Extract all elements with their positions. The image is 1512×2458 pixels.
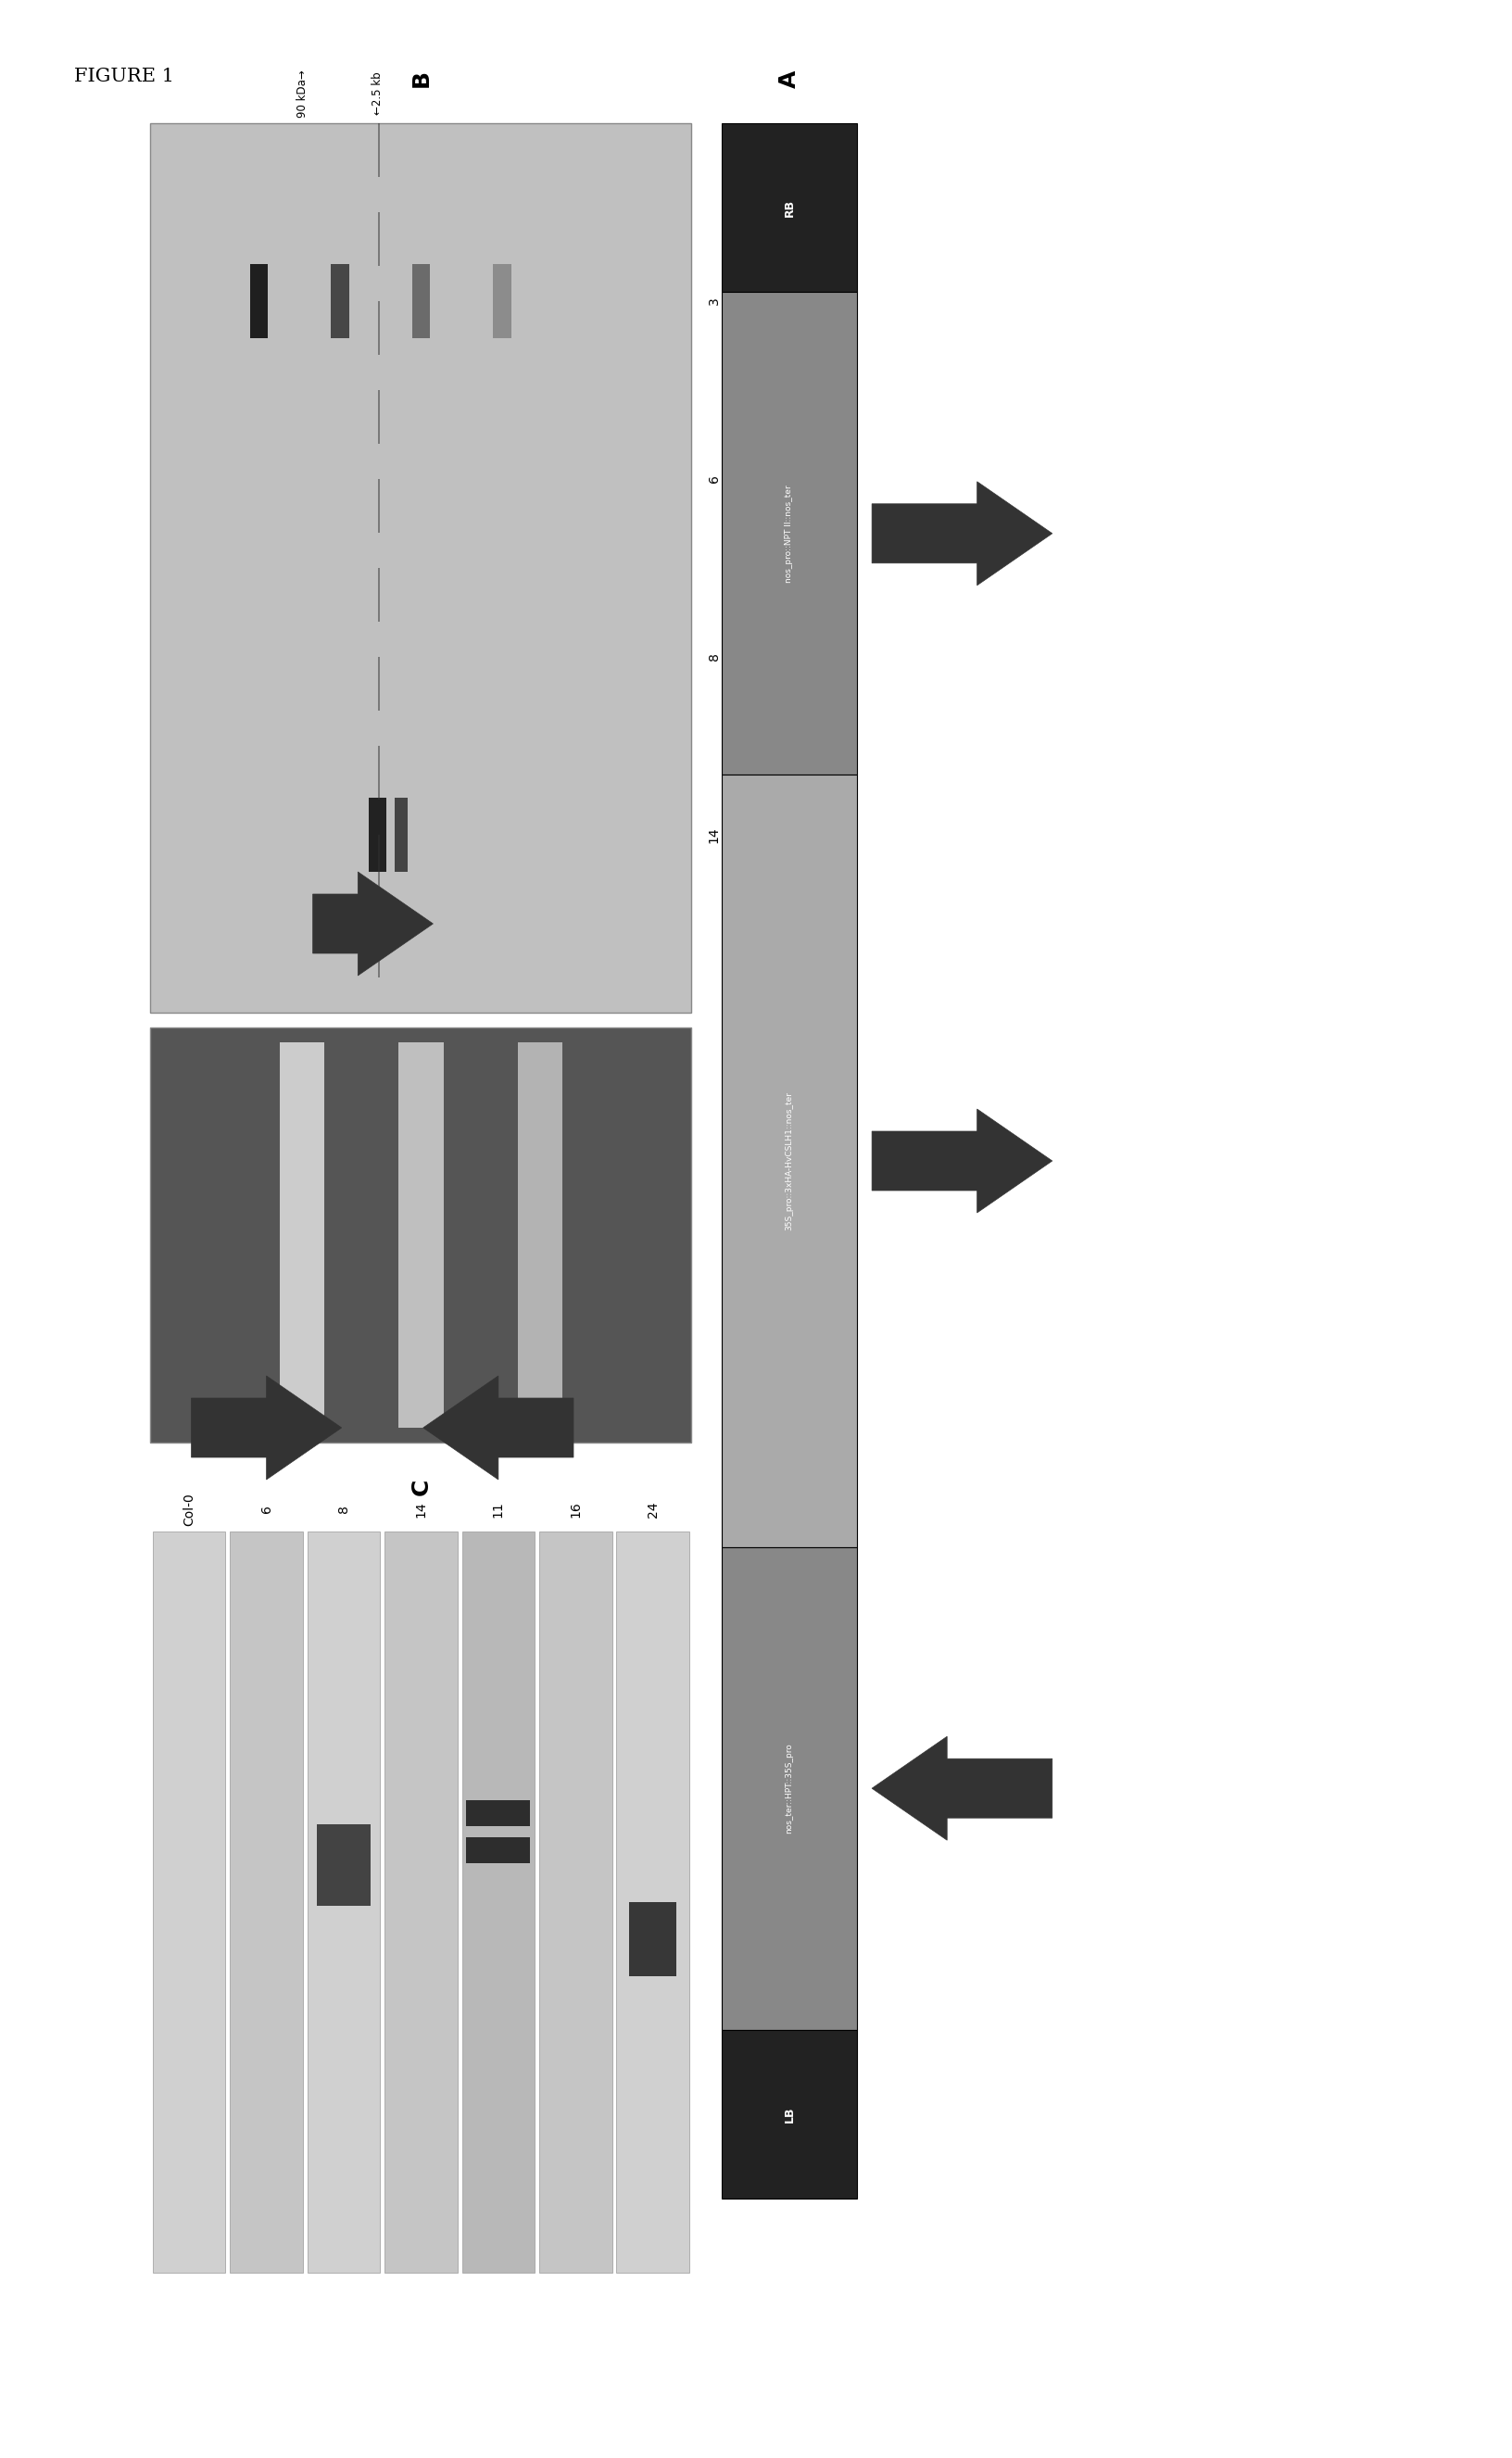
- Polygon shape: [461, 1531, 534, 2274]
- Text: 8: 8: [708, 654, 720, 661]
- Polygon shape: [517, 1042, 562, 1428]
- Text: C: C: [410, 1480, 432, 1494]
- Text: ←2.5 kb: ←2.5 kb: [372, 71, 384, 116]
- Polygon shape: [395, 799, 408, 873]
- Polygon shape: [378, 479, 380, 533]
- Text: 24: 24: [646, 1502, 659, 1517]
- Text: 6: 6: [260, 1504, 272, 1514]
- Text: 35S_pro::3xHA-HvCSLH1::nos_ter: 35S_pro::3xHA-HvCSLH1::nos_ter: [785, 1091, 792, 1231]
- Polygon shape: [378, 391, 380, 442]
- Polygon shape: [378, 745, 380, 799]
- Text: B: B: [410, 69, 432, 88]
- Polygon shape: [617, 1531, 689, 2274]
- Polygon shape: [150, 1027, 691, 1443]
- Text: 11: 11: [491, 1502, 505, 1517]
- Text: Col-0: Col-0: [183, 1492, 195, 1526]
- Polygon shape: [378, 656, 380, 710]
- Polygon shape: [466, 1836, 531, 1863]
- Polygon shape: [721, 1546, 856, 2030]
- Polygon shape: [493, 263, 511, 339]
- Polygon shape: [150, 123, 691, 1013]
- Polygon shape: [230, 1531, 302, 2274]
- Polygon shape: [466, 1799, 531, 1826]
- Polygon shape: [629, 1902, 676, 1976]
- Polygon shape: [538, 1531, 612, 2274]
- Text: 14: 14: [414, 1502, 428, 1517]
- Polygon shape: [721, 774, 856, 1546]
- Polygon shape: [369, 799, 387, 873]
- Text: 14: 14: [708, 826, 720, 843]
- Polygon shape: [721, 123, 856, 293]
- Polygon shape: [378, 302, 380, 354]
- Polygon shape: [384, 1531, 457, 2274]
- Polygon shape: [721, 2030, 856, 2197]
- Text: 8: 8: [337, 1504, 349, 1514]
- Polygon shape: [398, 1042, 443, 1428]
- Polygon shape: [153, 1531, 225, 2274]
- Polygon shape: [871, 1735, 1052, 1841]
- Text: 16: 16: [569, 1502, 582, 1517]
- Text: 6: 6: [708, 474, 720, 484]
- Polygon shape: [191, 1376, 342, 1480]
- Text: nos_ter::HPT::35S_pro: nos_ter::HPT::35S_pro: [785, 1743, 792, 1834]
- Text: RB: RB: [783, 199, 795, 216]
- Polygon shape: [378, 924, 380, 978]
- Text: LB: LB: [783, 2107, 795, 2121]
- Text: FIGURE 1: FIGURE 1: [74, 69, 174, 86]
- Polygon shape: [411, 263, 429, 339]
- Polygon shape: [249, 263, 268, 339]
- Polygon shape: [423, 1376, 573, 1480]
- Polygon shape: [871, 1109, 1052, 1212]
- Polygon shape: [331, 263, 349, 339]
- Polygon shape: [307, 1531, 380, 2274]
- Text: 90 kDa→: 90 kDa→: [296, 69, 308, 118]
- Polygon shape: [721, 293, 856, 774]
- Polygon shape: [316, 1824, 370, 1905]
- Text: 3: 3: [708, 297, 720, 305]
- Polygon shape: [378, 123, 380, 177]
- Polygon shape: [378, 211, 380, 265]
- Polygon shape: [313, 873, 432, 976]
- Text: A: A: [777, 69, 800, 88]
- Polygon shape: [378, 568, 380, 622]
- Text: nos_pro::NPT II::nos_ter: nos_pro::NPT II::nos_ter: [785, 484, 792, 583]
- Polygon shape: [280, 1042, 325, 1428]
- Polygon shape: [871, 482, 1052, 585]
- Polygon shape: [378, 836, 380, 887]
